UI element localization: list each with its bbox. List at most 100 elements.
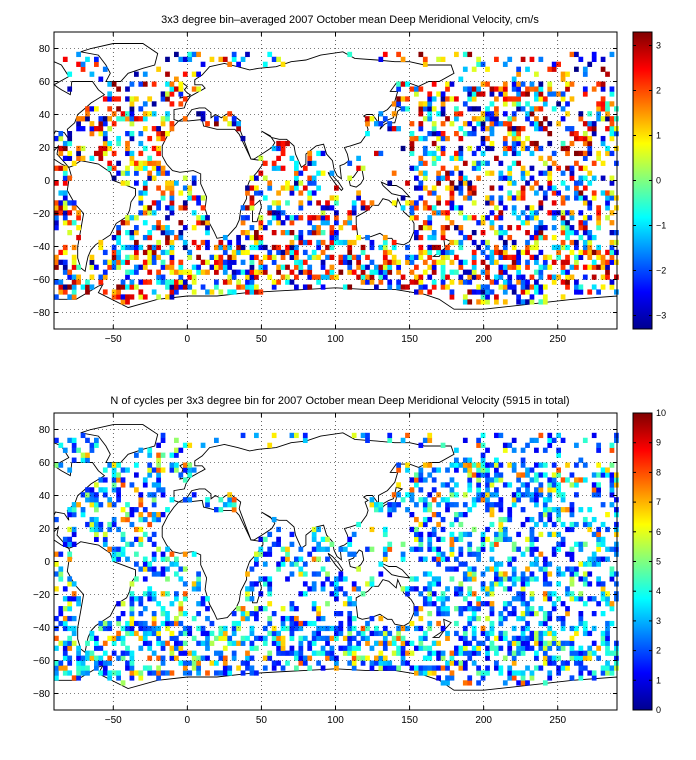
data-cell (116, 239, 121, 246)
data-cell (569, 210, 575, 216)
data-cell (582, 650, 588, 656)
data-cell (542, 630, 548, 637)
data-cell (262, 665, 268, 671)
data-cell (596, 106, 601, 112)
data-cell (405, 96, 410, 102)
data-cell (254, 284, 259, 290)
data-cell (467, 131, 473, 137)
data-cell (418, 51, 424, 58)
data-cell (134, 472, 139, 478)
data-cell (614, 497, 619, 503)
data-cell (454, 225, 459, 231)
data-cell (129, 279, 135, 285)
data-cell (245, 660, 250, 666)
data-cell (382, 254, 388, 260)
data-cell (431, 581, 437, 587)
data-cell (427, 625, 433, 632)
data-cell (165, 116, 170, 122)
data-cell (529, 294, 535, 300)
data-cell (591, 131, 597, 137)
data-cell (405, 640, 410, 646)
data-cell (440, 680, 446, 686)
data-cell (614, 249, 619, 256)
data-cell (98, 279, 104, 285)
data-cell (169, 101, 175, 107)
data-cell (574, 135, 579, 142)
data-cell (525, 546, 530, 552)
data-cell (449, 249, 455, 256)
data-cell (111, 467, 117, 473)
data-cell (529, 675, 535, 681)
data-cell (67, 670, 73, 676)
data-cell (218, 289, 224, 295)
data-cell (511, 180, 517, 186)
data-cell (400, 650, 406, 656)
data-cell (311, 586, 317, 592)
data-cell (160, 432, 166, 439)
data-cell (178, 566, 184, 572)
data-cell (67, 210, 73, 216)
data-cell (427, 645, 433, 651)
data-cell (98, 150, 104, 157)
data-cell (160, 591, 166, 597)
data-cell (582, 195, 588, 201)
data-cell (480, 536, 486, 542)
data-cell (547, 81, 553, 87)
data-cell (467, 185, 473, 191)
data-cell (205, 630, 210, 637)
data-cell (271, 165, 277, 171)
data-cell (249, 195, 255, 201)
data-cell (382, 264, 388, 270)
data-cell (240, 259, 246, 265)
data-cell (129, 234, 135, 241)
data-cell (102, 131, 108, 137)
data-cell (427, 215, 433, 221)
data-cell (138, 625, 144, 632)
data-cell (480, 630, 486, 637)
data-cell (182, 200, 188, 206)
data-cell (116, 160, 121, 166)
data-cell (480, 472, 486, 478)
data-cell (89, 284, 95, 290)
data-cell (551, 150, 557, 157)
data-cell (254, 561, 259, 567)
data-cell (222, 645, 228, 651)
data-cell (542, 556, 548, 562)
data-cell (427, 244, 433, 251)
data-cell (449, 279, 455, 285)
data-cell (200, 111, 206, 117)
data-cell (102, 116, 108, 122)
data-cell (311, 556, 317, 562)
data-cell (502, 606, 508, 612)
data-cell (600, 521, 606, 528)
data-cell (298, 635, 304, 641)
data-cell (125, 502, 130, 508)
data-cell (529, 56, 535, 62)
data-cell (187, 269, 193, 275)
data-cell (262, 254, 268, 260)
data-cell (178, 220, 184, 226)
data-cell (107, 462, 113, 468)
data-cell (347, 596, 353, 602)
data-cell (529, 121, 535, 127)
data-cell (205, 121, 210, 127)
data-cell (387, 660, 393, 666)
data-cell (227, 259, 233, 265)
data-cell (138, 620, 144, 627)
data-cell (449, 289, 455, 295)
data-cell (409, 86, 415, 92)
data-cell (476, 274, 481, 280)
data-cell (240, 284, 246, 290)
data-cell (422, 571, 428, 577)
data-cell (445, 556, 450, 562)
data-cell (449, 190, 455, 196)
data-cell (160, 620, 166, 627)
data-cell (538, 512, 544, 518)
data-cell (347, 269, 353, 275)
data-cell (267, 531, 273, 538)
data-cell (587, 521, 593, 528)
data-cell (516, 71, 521, 77)
data-cell (454, 516, 459, 523)
data-cell (431, 591, 437, 597)
data-cell (578, 175, 584, 181)
